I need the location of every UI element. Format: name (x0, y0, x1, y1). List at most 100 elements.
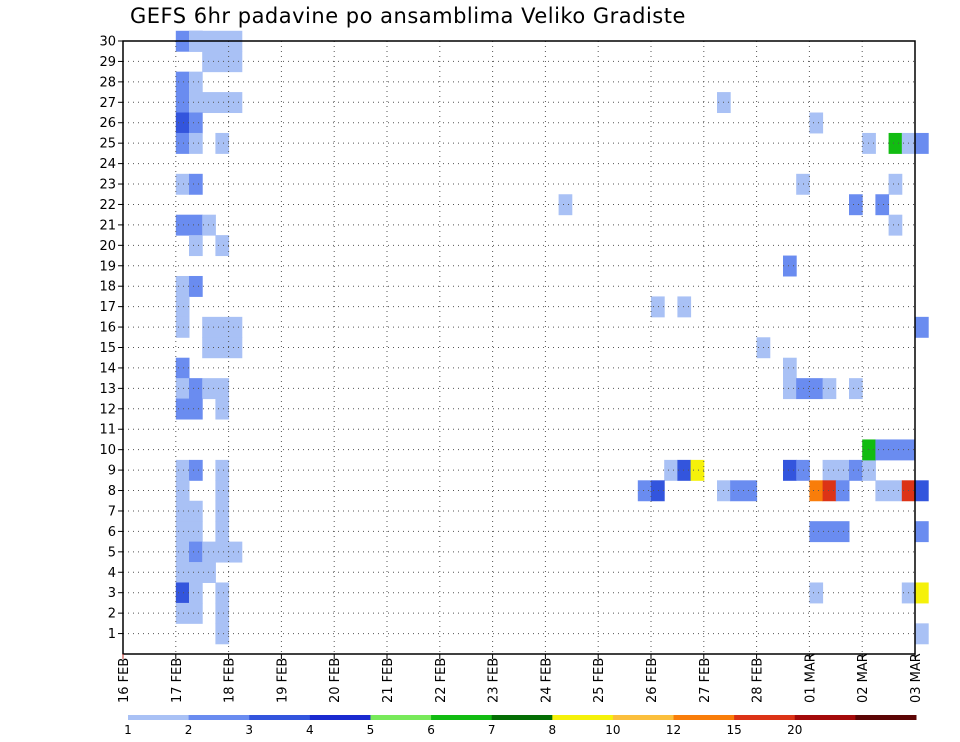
heatmap-cell (215, 480, 230, 502)
heatmap-cell (189, 275, 203, 297)
heatmap-cell (690, 459, 705, 481)
y-tick-label: 21 (99, 218, 116, 233)
colorbar-swatch (855, 715, 917, 720)
heatmap-cell (915, 132, 929, 154)
y-tick-label: 25 (99, 137, 116, 152)
colorbar-swatch (794, 715, 856, 720)
heatmap-cell (175, 357, 190, 379)
y-tick-label: 29 (99, 55, 116, 70)
heatmap-cell (862, 439, 876, 461)
heatmap-cell (175, 214, 203, 236)
heatmap-cell (175, 132, 190, 154)
x-tick-label: 21 FEB (381, 658, 396, 703)
colorbar-label: 5 (367, 723, 375, 737)
x-tick-label: 18 FEB (223, 658, 238, 703)
y-tick-label: 17 (99, 300, 116, 315)
heatmap-cell (202, 214, 216, 236)
heatmap-cell (809, 480, 824, 502)
heatmap-cell (189, 71, 203, 93)
heatmap-cell (796, 378, 824, 400)
y-tick-label: 10 (99, 443, 116, 458)
heatmap-cell (189, 235, 203, 257)
heatmap-cell (875, 194, 890, 216)
x-tick-label: 03 MAR (909, 653, 924, 703)
heatmap-cell (175, 296, 190, 318)
colorbar-label: 1 (124, 723, 132, 737)
heatmap-cell (888, 173, 903, 195)
heatmap-cell (664, 459, 678, 481)
heatmap-cell (875, 439, 916, 461)
heatmap-cell (189, 173, 203, 195)
heatmap-cell (822, 378, 837, 400)
heatmap-cell (849, 378, 863, 400)
chart-title: GEFS 6hr padavine po ansamblima Veliko G… (130, 4, 686, 28)
colorbar-swatch (188, 715, 250, 720)
heatmap-cell (175, 275, 190, 297)
colorbar-swatch (491, 715, 553, 720)
y-tick-label: 12 (99, 402, 116, 417)
heatmap-cell (215, 500, 230, 522)
y-tick-label: 18 (99, 280, 116, 295)
colorbar-label: 15 (727, 723, 742, 737)
x-tick-label: 26 FEB (645, 658, 660, 703)
y-tick-label: 13 (99, 382, 116, 397)
heatmap-cell (189, 582, 203, 604)
heatmap-cell (849, 194, 863, 216)
heatmap-cell (215, 623, 230, 645)
colorbar-label: 12 (666, 723, 681, 737)
y-tick-label: 20 (99, 239, 116, 254)
y-axis: 1234567891011121314151617181920212223242… (99, 35, 123, 642)
heatmap-cell (202, 337, 243, 359)
colorbar-label: 10 (605, 723, 620, 737)
colorbar-swatch (128, 715, 190, 720)
heatmap-cell (215, 602, 230, 624)
heatmap-cell (677, 296, 692, 318)
colorbar: 1 2 3 4 5 6 7 8 10 12 15 20 (124, 715, 917, 737)
x-tick-label: 16 FEB (117, 658, 132, 703)
heatmap-cell (888, 214, 903, 236)
heatmap-cell (175, 541, 190, 563)
heatmap-cell (175, 92, 190, 114)
y-tick-label: 24 (99, 157, 116, 172)
heatmap-cell (809, 112, 824, 134)
x-tick-label: 28 FEB (751, 658, 766, 703)
colorbar-swatch (552, 715, 614, 720)
heatmap-cell (202, 51, 243, 73)
y-tick-label: 22 (99, 198, 116, 213)
heatmap-cell (202, 378, 230, 400)
heatmap-cell (175, 112, 190, 134)
heatmap-cell (862, 459, 876, 481)
heatmap-cell (215, 582, 230, 604)
heatmap-cell (915, 623, 929, 645)
y-tick-label: 2 (108, 607, 116, 622)
heatmap-cell (175, 316, 190, 338)
heatmap-cell (862, 132, 876, 154)
heatmap-cell (189, 459, 203, 481)
heatmap-cell (175, 521, 203, 543)
colorbar-swatch (673, 715, 735, 720)
heatmap-cells (175, 30, 929, 645)
x-tick-label: 22 FEB (434, 658, 449, 703)
heatmap-cell (175, 173, 190, 195)
heatmap-cell (783, 378, 797, 400)
heatmap-cell (175, 378, 190, 400)
heatmap-cell (189, 92, 243, 114)
y-tick-label: 8 (108, 484, 116, 499)
colorbar-swatch (431, 715, 493, 720)
colorbar-label: 20 (787, 723, 802, 737)
grid-lines (123, 40, 915, 654)
x-tick-label: 17 FEB (170, 658, 185, 703)
heatmap-cell (835, 480, 850, 502)
colorbar-swatch (249, 715, 311, 720)
y-tick-label: 16 (99, 321, 116, 336)
heatmap-cell (215, 521, 230, 543)
x-tick-label: 23 FEB (487, 658, 502, 703)
heatmap-cell (558, 194, 573, 216)
heatmap-cell (189, 378, 203, 400)
y-tick-label: 4 (108, 566, 116, 581)
y-tick-label: 3 (108, 586, 116, 601)
colorbar-label: 4 (306, 723, 314, 737)
heatmap-cell (175, 71, 190, 93)
heatmap-cell (809, 521, 850, 543)
